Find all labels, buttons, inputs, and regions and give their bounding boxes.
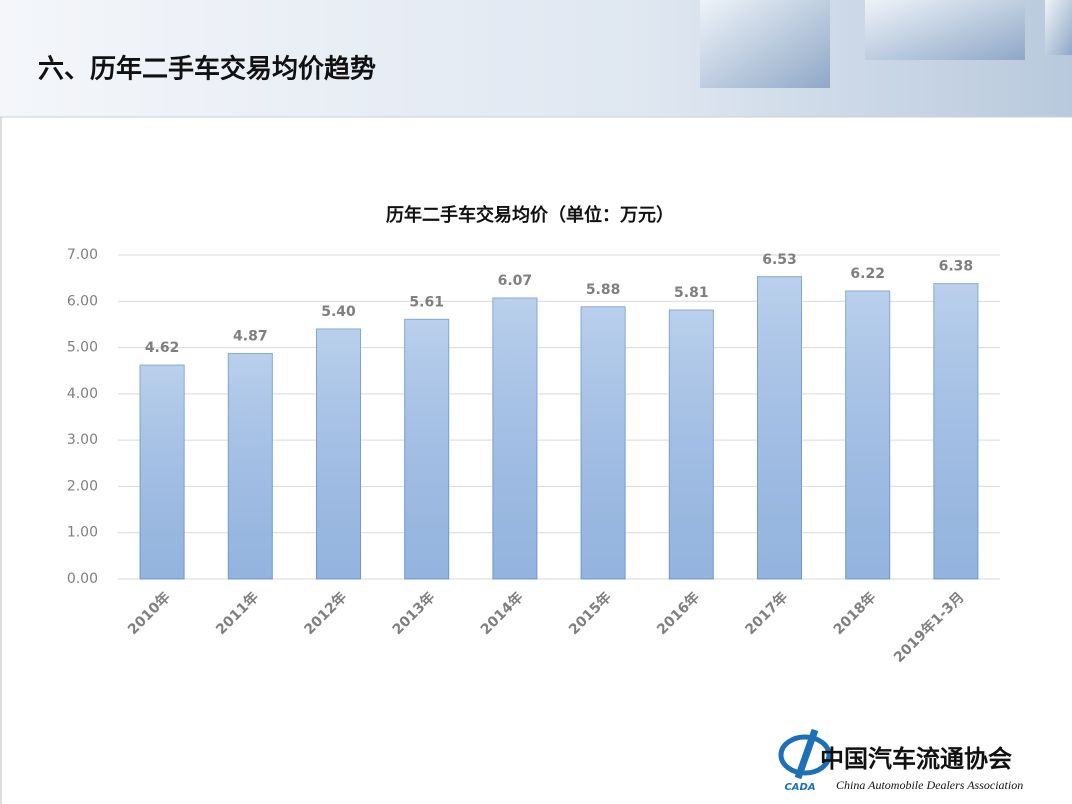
bar-shade bbox=[228, 353, 273, 579]
bar-shade bbox=[492, 298, 537, 579]
y-tick-label: 4.00 bbox=[67, 386, 98, 402]
x-tick-label: 2019年1-3月 bbox=[890, 589, 967, 666]
bar-shade bbox=[757, 276, 802, 579]
decor-cube bbox=[700, 0, 830, 88]
x-tick-label: 2013年 bbox=[389, 589, 438, 638]
y-tick-label: 3.00 bbox=[67, 432, 98, 448]
bar-shade bbox=[404, 319, 449, 579]
bar-shade bbox=[140, 365, 185, 579]
logo-abbr: CADA bbox=[784, 782, 815, 793]
logo-name-cn: 中国汽车流通协会 bbox=[820, 745, 1012, 773]
logo: CADA 中国汽车流通协会 China Automobile Dealers A… bbox=[778, 728, 1023, 793]
y-tick-label: 2.00 bbox=[67, 478, 98, 494]
bar-shade bbox=[933, 283, 978, 579]
x-tick-label: 2016年 bbox=[653, 589, 702, 638]
x-tick-label: 2017年 bbox=[742, 589, 791, 638]
value-label: 4.87 bbox=[233, 329, 268, 345]
value-label: 6.53 bbox=[762, 252, 797, 268]
chart-title: 历年二手车交易均价（单位：万元） bbox=[386, 204, 674, 226]
y-tick-label: 1.00 bbox=[67, 525, 98, 541]
x-tick-label: 2014年 bbox=[477, 589, 526, 638]
y-tick-label: 7.00 bbox=[67, 247, 98, 263]
logo-name-en: China Automobile Dealers Association bbox=[836, 778, 1023, 792]
logo-mark bbox=[794, 728, 819, 780]
value-label: 6.22 bbox=[850, 266, 885, 282]
value-label: 5.61 bbox=[409, 294, 444, 310]
x-tick-label: 2010年 bbox=[124, 589, 173, 638]
decor-cube bbox=[1045, 0, 1072, 55]
bar-shade bbox=[845, 291, 890, 579]
slide-title: 六、历年二手车交易均价趋势 bbox=[38, 54, 376, 85]
logo-mark bbox=[778, 734, 832, 776]
x-tick-label: 2018年 bbox=[830, 589, 879, 638]
decor-cube bbox=[865, 0, 1025, 60]
y-tick-label: 5.00 bbox=[67, 340, 98, 356]
y-tick-label: 0.00 bbox=[67, 571, 98, 587]
bar-shade bbox=[669, 310, 714, 579]
bar-shade bbox=[316, 329, 361, 579]
value-label: 5.40 bbox=[321, 304, 356, 320]
x-tick-label: 2011年 bbox=[212, 589, 261, 638]
value-label: 5.81 bbox=[674, 285, 709, 301]
bar-shade bbox=[581, 306, 626, 579]
value-label: 6.38 bbox=[939, 259, 974, 275]
value-label: 4.62 bbox=[145, 340, 180, 356]
value-label: 5.88 bbox=[586, 282, 621, 298]
x-tick-label: 2012年 bbox=[301, 589, 350, 638]
value-label: 6.07 bbox=[498, 273, 533, 289]
x-tick-label: 2015年 bbox=[565, 589, 614, 638]
y-tick-label: 6.00 bbox=[67, 293, 98, 309]
